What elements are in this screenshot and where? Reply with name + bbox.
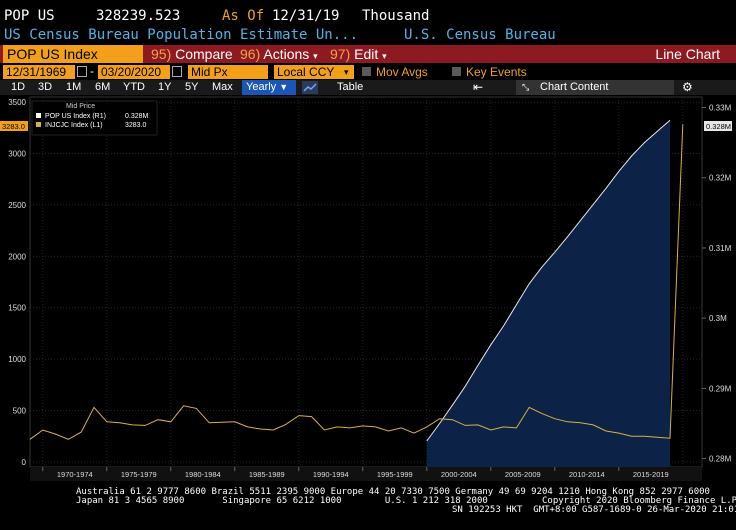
calendar-icon[interactable] — [77, 66, 87, 77]
pop-us-series-line — [426, 119, 671, 442]
x-tick-label: 1975-1979 — [121, 470, 157, 479]
as-of-date: 12/31/19 — [272, 8, 340, 24]
legend-title: Mid Price — [66, 103, 95, 110]
right-tick-label: 0.29M — [709, 384, 732, 393]
right-tick-label: 0.33M — [709, 104, 732, 113]
footer-line-2: Japan 81 3 4565 8900 Singapore 65 6212 1… — [76, 496, 736, 506]
footer: Australia 61 2 9777 8600 Brazil 5511 239… — [0, 487, 736, 527]
mov-avgs-checkbox[interactable] — [362, 67, 371, 76]
range-1m-button[interactable]: 1M — [66, 81, 82, 93]
range-1y-button[interactable]: 1Y — [158, 81, 172, 93]
legend-swatch-pop — [36, 113, 41, 118]
collapse-left-icon[interactable]: ⇤ — [473, 80, 484, 94]
right-current-value: 0.328M — [706, 122, 731, 131]
right-tick-label: 0.3M — [709, 314, 727, 323]
footer-line-3: SN 192253 HKT GMT+8:00 G587-1689-0 26-Ma… — [452, 505, 736, 515]
key-events-label: Key Events — [466, 65, 527, 79]
description-text: US Census Bureau Population Estimate Un.… — [4, 27, 359, 43]
x-tick-label: 1995-1999 — [377, 470, 413, 479]
left-current-tag: 3283.0 — [0, 121, 28, 131]
chevron-down-icon: ▾ — [382, 51, 387, 61]
range-6m-button[interactable]: 6M — [95, 81, 111, 93]
x-tick-label: 1980-1984 — [185, 470, 221, 479]
range-ytd-button[interactable]: YTD — [123, 81, 145, 93]
x-tick-label: 2010-2014 — [569, 470, 605, 479]
left-tick-label: 3000 — [8, 150, 26, 159]
chevron-down-icon: ▼ — [279, 82, 289, 92]
key-events-checkbox[interactable] — [452, 67, 461, 76]
legend-value-inj: 3283.0 — [125, 122, 147, 129]
legend-swatch-inj — [36, 122, 41, 127]
units-label: Thousand — [362, 8, 430, 24]
period-dropdown[interactable]: Yearly ▼ — [242, 80, 296, 95]
right-tick-label: 0.28M — [709, 455, 732, 464]
security-description: US Census Bureau Population Estimate Un.… — [0, 26, 736, 44]
legend-label-inj: INJCJC Index (L1) — [45, 122, 103, 129]
left-tick-label: 0 — [22, 458, 27, 467]
compare-button[interactable]: 95) Compare — [151, 46, 233, 62]
right-axis: 0.28M 0.29M 0.3M 0.31M 0.32M 0.33M — [702, 104, 732, 464]
ticker: POP US — [4, 8, 55, 24]
date-separator: - — [90, 64, 94, 78]
security-field[interactable]: POP US Index — [3, 45, 143, 63]
end-date-field[interactable]: 03/20/2020 — [98, 65, 170, 79]
security-header: POP US 328239.523 As Of 12/31/19 Thousan… — [0, 6, 736, 26]
x-tick-label: 1985-1989 — [249, 470, 285, 479]
table-button[interactable]: Table — [337, 81, 364, 93]
legend-value-pop: 0.328M — [125, 113, 149, 120]
mov-avgs-label: Mov Avgs — [376, 65, 428, 79]
price-type-field[interactable]: Mid Px — [188, 65, 268, 79]
pop-us-area-fill — [426, 120, 670, 467]
x-tick-label: 2005-2009 — [505, 470, 541, 479]
start-date-field[interactable]: 12/31/1969 — [3, 65, 75, 79]
chevron-down-icon[interactable]: ▾ — [342, 65, 354, 79]
gear-icon[interactable]: ⚙ — [682, 80, 693, 94]
x-tick-label: 1970-1974 — [57, 470, 93, 479]
footer-line-1: Australia 61 2 9777 8600 Brazil 5511 239… — [76, 487, 710, 497]
x-axis: 1970-1974 1975-1979 1980-1984 1985-1989 1990… — [30, 467, 702, 481]
calendar-icon[interactable] — [172, 66, 182, 77]
left-tick-label: 2000 — [8, 252, 26, 261]
left-tick-label: 2500 — [8, 201, 26, 210]
line-chart-icon[interactable] — [302, 81, 318, 94]
x-tick-label: 2015-2019 — [633, 470, 669, 479]
left-axis: 0 500 1000 1500 2000 2500 3000 3500 — [8, 98, 26, 467]
as-of-label: As Of — [222, 8, 265, 24]
range-5y-button[interactable]: 5Y — [185, 81, 199, 93]
right-tick-label: 0.32M — [709, 174, 732, 183]
range-1d-button[interactable]: 1D — [11, 81, 26, 93]
chart-type-label: Line Chart — [655, 46, 720, 62]
last-value: 328239.523 — [96, 8, 181, 24]
x-tick-label: 1990-1994 — [313, 470, 349, 479]
left-tick-label: 1500 — [8, 304, 26, 313]
left-current-value: 3283.0 — [2, 122, 25, 131]
range-3d-button[interactable]: 3D — [38, 81, 53, 93]
edit-button[interactable]: 97) Edit ▾ — [330, 46, 387, 62]
injcjc-series-line — [29, 124, 684, 440]
line-chart-icon-glyph — [303, 83, 317, 92]
left-tick-label: 1000 — [8, 355, 26, 364]
chart-content-panel[interactable]: ⤡ Chart Content — [516, 80, 674, 95]
range-max-button[interactable]: Max — [212, 81, 233, 93]
chart-content-label: Chart Content — [540, 81, 609, 93]
legend: Mid Price POP US Index (R1) 0.328M INJCJ… — [31, 100, 158, 136]
chevron-down-icon: ▾ — [313, 51, 318, 61]
menu-bar: POP US Index 95) Compare 96) Actions ▾ 9… — [0, 45, 736, 63]
source-text: U.S. Census Bureau — [404, 27, 556, 43]
chart-settings: 12/31/1969 - 03/20/2020 Mid Px Local CCY… — [0, 64, 736, 80]
expand-icon: ⤡ — [522, 82, 530, 92]
left-tick-label: 500 — [13, 406, 27, 415]
right-tick-label: 0.31M — [709, 244, 732, 253]
actions-button[interactable]: 96) Actions ▾ — [240, 46, 318, 62]
currency-field[interactable]: Local CCY — [274, 65, 342, 79]
x-tick-label: 2000-2004 — [441, 470, 477, 479]
right-current-tag: 0.328M — [704, 121, 732, 131]
range-toolbar: 1D 3D 1M 6M YTD 1Y 5Y Max Yearly ▼ Table… — [0, 80, 736, 95]
left-tick-label: 3500 — [8, 98, 26, 107]
legend-label-pop: POP US Index (R1) — [45, 113, 106, 120]
